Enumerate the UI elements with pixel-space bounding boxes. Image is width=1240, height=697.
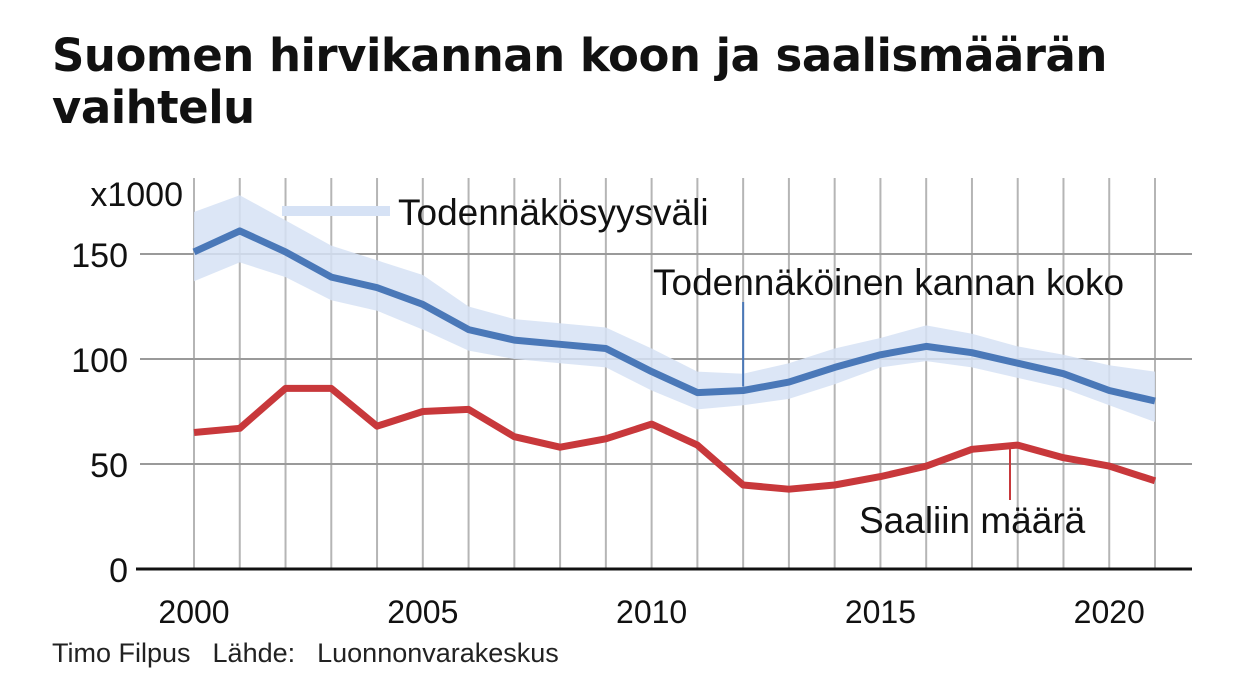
x-tick-label: 2000 [158,594,229,630]
credits: Timo Filpus Lähde: Luonnonvarakeskus [52,638,581,669]
band-legend-swatch [282,206,390,216]
population-series-label: Todennäköinen kannan koko [653,262,1124,303]
annotations: Todennäkösyysväli Todennäköinen kannan ko… [282,192,1124,541]
y-tick-label: 50 [90,447,128,485]
tick-labels: 0 50 100 150 x1000 2000 2005 2010 2015 2020 [71,176,1145,630]
confidence-band [194,195,1155,422]
y-tick-label: 0 [109,552,128,590]
confidence-band-layer [194,195,1155,422]
x-tick-label: 2005 [387,594,458,630]
chart-title: Suomen hirvikannan koon ja saalismäärän … [52,29,1107,134]
source-name: Luonnonvarakeskus [317,638,559,668]
y-tick-label: 150 [71,237,128,275]
y-axis-unit: x1000 [90,176,183,214]
y-tick-label: 100 [71,342,128,380]
x-tick-label: 2010 [616,594,687,630]
x-tick-label: 2020 [1074,594,1145,630]
author-credit: Timo Filpus [52,638,191,668]
series-lines [192,227,1157,493]
band-legend-label: Todennäkösyysväli [398,192,709,233]
population-line [192,227,1156,405]
x-tick-label: 2015 [845,594,916,630]
source-label: Lähde: [212,638,296,668]
harvest-line [193,384,1157,493]
harvest-series-label: Saaliin määrä [859,500,1086,541]
